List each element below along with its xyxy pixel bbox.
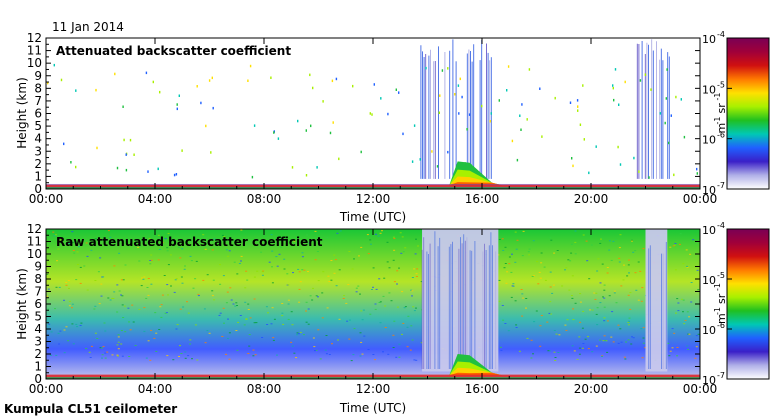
y-tick-label: 6: [34, 107, 42, 121]
colorbar-bar: [726, 37, 770, 190]
x-tick-label: 08:00: [247, 192, 282, 206]
y-tick-label: 5: [34, 310, 42, 324]
x-tick-label: 16:00: [465, 192, 500, 206]
y-tick-label: 6: [34, 297, 42, 311]
colorbar-tick-exponent: -7: [717, 181, 725, 190]
panel-raw: Raw attenuated backscatter coefficient 0…: [15, 222, 717, 415]
y-tick-label: 10: [27, 247, 42, 261]
colorbar-tick-exponent: -5: [717, 80, 725, 89]
colorbar-tick-exponent: -4: [717, 30, 725, 39]
x-ticks-1: 00:00 04:00 08:00 12:00 16:00 20:00 00:00: [29, 38, 718, 206]
x-tick-label: 20:00: [574, 192, 609, 206]
svg-text:-1: -1: [713, 93, 722, 101]
detections: [47, 63, 698, 179]
colorbar-tick-label: 10: [702, 134, 716, 147]
x-tick-label: 00:00: [683, 192, 718, 206]
colorbar-2: 10-410-510-610 -7m-1sr-1: [702, 221, 770, 387]
colorbar-tick-exponent: -6: [717, 321, 725, 330]
y-tick-label: 4: [34, 322, 42, 336]
y-tick-label: 0: [34, 182, 42, 196]
x-tick-label: 04:00: [138, 192, 173, 206]
colorbar-tick-label: 10: [702, 83, 716, 96]
x-tick-label: 00:00: [29, 382, 64, 396]
colorbar-tick-label: 10: [702, 374, 716, 387]
colorbar-tick-label: 10: [702, 274, 716, 287]
panel-title-2: Raw attenuated backscatter coefficient: [56, 235, 323, 249]
panel-attenuated: Attenuated backscatter coefficient 01234…: [15, 31, 717, 224]
site-label: Kumpula CL51 ceilometer: [4, 402, 178, 416]
colorbar-bar: [726, 228, 770, 380]
y-tick-label: 12: [27, 31, 42, 45]
colorbar-tick-exponent: -6: [717, 131, 725, 140]
y-tick-label: 8: [34, 81, 42, 95]
x-tick-label: 00:00: [29, 192, 64, 206]
y-tick-label: 9: [34, 260, 42, 274]
date-label: 11 Jan 2014: [52, 20, 124, 34]
y-tick-label: 3: [34, 144, 42, 158]
y-tick-label: 4: [34, 132, 42, 146]
y-tick-label: 5: [34, 119, 42, 133]
colorbar-unit: m-1sr-1: [713, 283, 728, 324]
svg-text:sr: sr: [715, 103, 728, 114]
colorbar-1: 10-410-510-610 -7m-1sr-1: [702, 30, 770, 197]
svg-text:-1: -1: [713, 283, 722, 291]
y-tick-label: 7: [34, 285, 42, 299]
x-axis-label-2: Time (UTC): [339, 401, 406, 415]
y-axis-label-1: Height (km): [15, 77, 29, 148]
colorbar-tick-label: 10: [702, 324, 716, 337]
plot-area-1: [46, 38, 700, 189]
plot-data-2: [46, 229, 700, 379]
cloud-column: [420, 39, 492, 179]
y-tick-label: 2: [34, 347, 42, 361]
x-tick-label: 20:00: [574, 382, 609, 396]
colorbar-tick-label: 10: [702, 224, 716, 237]
svg-text:-1: -1: [713, 117, 722, 125]
x-tick-label: 04:00: [138, 382, 173, 396]
y-tick-label: 10: [27, 56, 42, 70]
y-tick-label: 9: [34, 69, 42, 83]
x-tick-label: 08:00: [247, 382, 282, 396]
x-axis-label-1: Time (UTC): [339, 210, 406, 224]
cloud-column: [645, 229, 668, 372]
y-tick-label: 0: [34, 372, 42, 386]
svg-text:m: m: [715, 313, 728, 324]
colorbar-unit: m-1sr-1: [713, 93, 728, 134]
svg-text:m: m: [715, 123, 728, 134]
y-tick-label: 12: [27, 222, 42, 236]
colorbar-tick-label: 10: [702, 33, 716, 46]
colorbar-tick-label: 10: [702, 184, 716, 197]
y-tick-label: 8: [34, 272, 42, 286]
cloud-column: [421, 229, 499, 372]
svg-text:sr: sr: [715, 293, 728, 304]
y-tick-label: 11: [27, 44, 42, 58]
x-ticks-2: 00:00 04:00 08:00 12:00 16:00 20:00 00:00: [29, 229, 718, 396]
y-tick-label: 11: [27, 235, 42, 249]
y-axis-label-2: Height (km): [15, 268, 29, 339]
colorbar-tick-exponent: -7: [717, 371, 725, 380]
x-tick-label: 12:00: [356, 192, 391, 206]
colorbar-tick-exponent: -4: [717, 221, 725, 230]
x-tick-label: 16:00: [465, 382, 500, 396]
y-tick-label: 7: [34, 94, 42, 108]
panel-title-1: Attenuated backscatter coefficient: [56, 44, 291, 58]
colorbar-tick-exponent: -5: [717, 271, 725, 280]
y-tick-label: 1: [34, 169, 42, 183]
y-tick-label: 2: [34, 157, 42, 171]
y-tick-label: 3: [34, 335, 42, 349]
y-tick-label: 1: [34, 360, 42, 374]
svg-text:-1: -1: [713, 307, 722, 315]
x-tick-label: 12:00: [356, 382, 391, 396]
x-tick-label: 00:00: [683, 382, 718, 396]
